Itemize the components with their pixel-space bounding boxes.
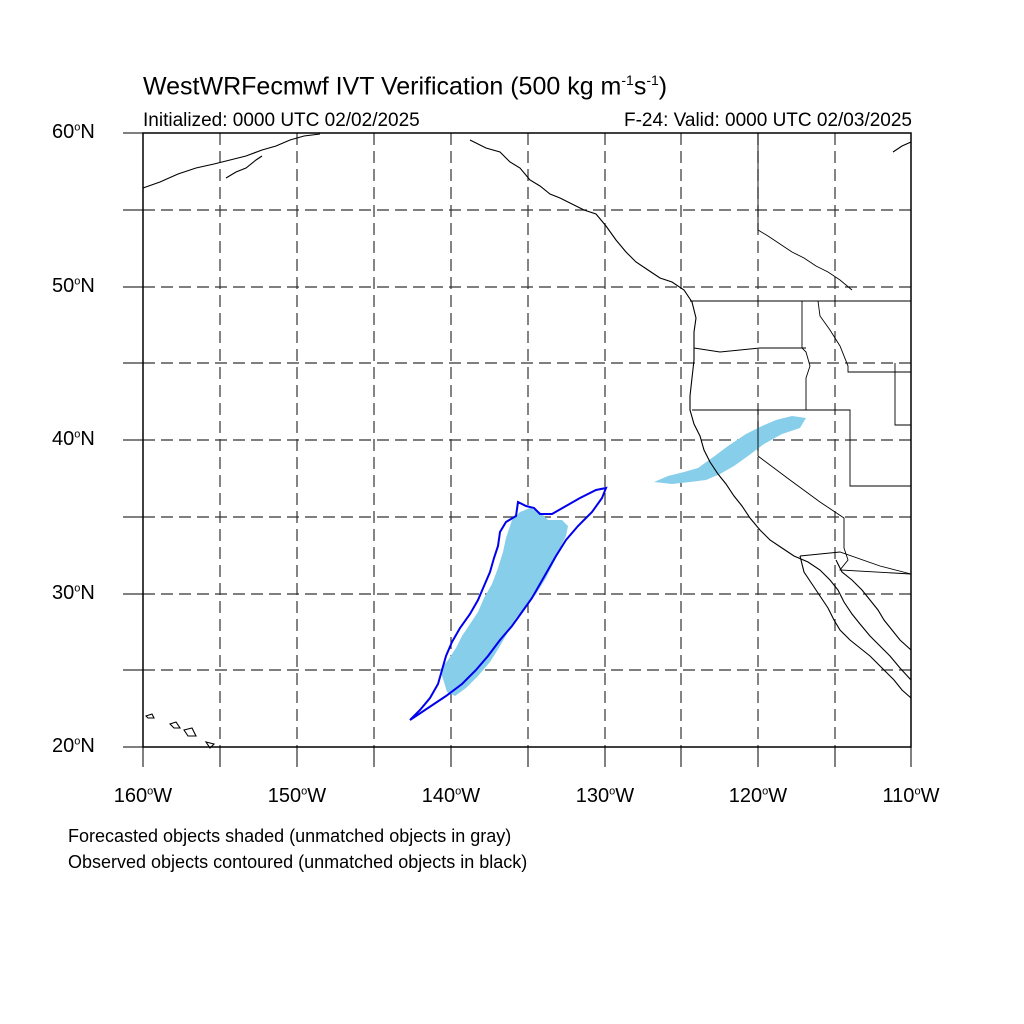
lat-label-50n: 50oN (52, 275, 95, 297)
aleutian-fragment (225, 155, 263, 179)
frame-ticks (123, 132, 912, 767)
forecast-object-offshore (440, 508, 568, 696)
california-nevada (757, 410, 845, 548)
graticule (143, 133, 911, 747)
lat-label-60n: 60oN (52, 121, 95, 143)
gulf-california-coast (835, 559, 912, 651)
initialized-label: Initialized: 0000 UTC 02/02/2025 (143, 110, 420, 131)
lon-label-110w: 110oW (882, 785, 940, 807)
lon-label-140w: 140oW (421, 785, 481, 807)
hawaii-islands (144, 713, 216, 749)
alaska-coast (142, 133, 321, 189)
oregon-california (692, 409, 911, 487)
observed-note: Observed objects contoured (unmatched ob… (68, 852, 528, 872)
forecast-note: Forecasted objects shaded (unmatched obj… (68, 826, 512, 846)
lon-label-160w: 160oW (113, 785, 173, 807)
oregon-border (693, 347, 806, 353)
lat-label-20n: 20oN (52, 735, 95, 757)
forecast-objects (440, 416, 806, 696)
map-title: WestWRFecmwf IVT Verification (500 kg m-… (143, 72, 668, 101)
lat-label-40n: 40oN (52, 428, 95, 450)
lon-label-130w: 130oW (575, 785, 635, 807)
lon-label-120w: 120oW (728, 785, 788, 807)
northeast-coast (892, 141, 912, 153)
lat-label-30n: 30oN (52, 582, 95, 604)
forecast-object-california (654, 416, 806, 484)
political-borders (690, 133, 912, 575)
alaska-gulf-coast (469, 139, 912, 681)
mexico-border (799, 551, 912, 575)
coastlines (142, 133, 912, 749)
baja-coast (799, 555, 912, 699)
idaho-montana (801, 301, 811, 410)
observed-contour (409, 486, 608, 721)
wyoming-box (894, 363, 911, 426)
arizona-border (839, 547, 912, 575)
montana-wyoming (817, 300, 911, 373)
lon-label-150w: 150oW (267, 785, 327, 807)
valid-time-label: F-24: Valid: 0000 UTC 02/03/2025 (624, 110, 912, 131)
canada-interior (757, 229, 853, 291)
